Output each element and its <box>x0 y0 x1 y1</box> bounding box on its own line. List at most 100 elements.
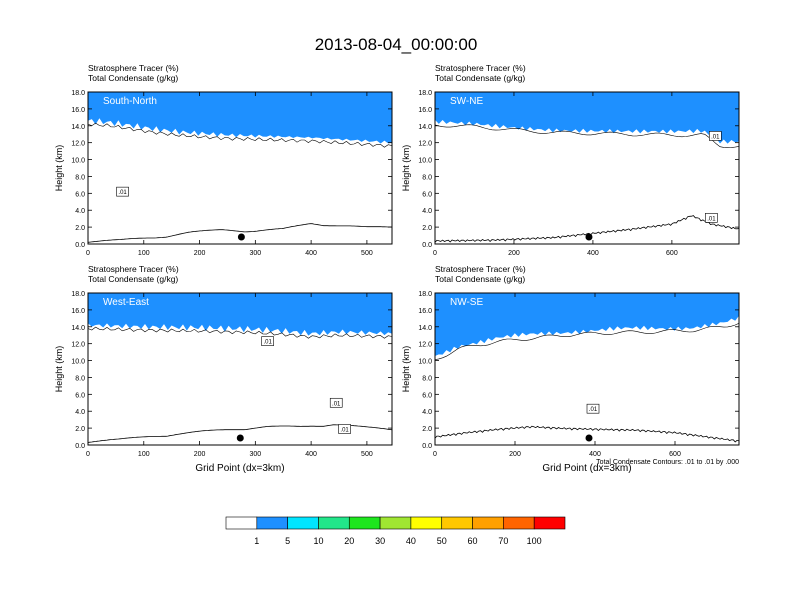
y-tick-label: 10.0 <box>418 359 432 366</box>
y-tick-label: 14.0 <box>418 325 432 332</box>
x-tick-label: 100 <box>138 451 150 458</box>
colorbar-swatch <box>318 516 350 530</box>
x-tick-label: 600 <box>669 451 681 458</box>
colorbar-label: 5 <box>285 536 290 546</box>
y-tick-label: 4.0 <box>422 409 432 416</box>
plot-frame <box>87 292 393 446</box>
x-axis-label: Grid Point (dx=3km) <box>195 463 284 474</box>
y-tick-label: 14.0 <box>418 124 432 131</box>
subtitle-tracer: Stratosphere Tracer (%) <box>88 264 179 274</box>
x-tick-label: 400 <box>589 451 601 458</box>
colorbar-label: 70 <box>498 536 508 546</box>
plot-area <box>435 92 739 244</box>
colorbar-swatch <box>410 516 443 530</box>
x-axis-label: Grid Point (dx=3km) <box>542 463 631 474</box>
colorbar-label: 40 <box>406 536 416 546</box>
y-tick-label: 18.0 <box>71 291 85 298</box>
y-axis-label: Height (km) <box>54 346 64 393</box>
contour-label: .01 <box>340 427 349 433</box>
contour-label: .01 <box>707 216 716 222</box>
location-marker <box>236 434 244 442</box>
y-tick-label: 8.0 <box>75 375 85 382</box>
location-marker <box>585 434 593 442</box>
plot-area <box>435 293 739 445</box>
colorbar-label: 1 <box>254 536 259 546</box>
subtitle-tracer: Stratosphere Tracer (%) <box>435 63 526 73</box>
colorbar-swatch <box>533 516 566 530</box>
y-tick-label: 0.0 <box>75 242 85 249</box>
contour-label-box <box>705 213 718 223</box>
figure-title: 2013-08-04_00:00:00 <box>315 35 478 54</box>
y-tick-label: 0.0 <box>422 443 432 450</box>
contour-label: .01 <box>118 190 127 196</box>
y-tick-label: 4.0 <box>75 409 85 416</box>
y-tick-label: 16.0 <box>71 107 85 114</box>
panel-sw-ne: .01 .01 SW-NE Stratosphere Tracer (%)Total … <box>401 63 740 257</box>
subtitle-tracer: Stratosphere Tracer (%) <box>435 264 526 274</box>
y-tick-label: 8.0 <box>75 174 85 181</box>
plot-frame <box>87 91 393 245</box>
colorbar-label: 100 <box>527 536 542 546</box>
y-tick-label: 8.0 <box>422 174 432 181</box>
plot-area <box>88 293 392 445</box>
subtitle-condensate: Total Condensate (g/kg) <box>435 274 525 284</box>
y-tick-label: 10.0 <box>71 158 85 165</box>
x-tick-label: 600 <box>666 250 678 257</box>
tracer-contour <box>88 122 392 148</box>
panel-label: South-North <box>103 96 157 107</box>
location-marker <box>237 233 245 241</box>
y-tick-label: 18.0 <box>418 90 432 97</box>
y-axis-label: Height (km) <box>401 346 411 393</box>
x-tick-label: 0 <box>433 451 437 458</box>
subtitle-condensate: Total Condensate (g/kg) <box>88 73 178 83</box>
contour-label: .01 <box>589 407 598 413</box>
y-tick-label: 12.0 <box>418 141 432 148</box>
colorbar-label: 30 <box>375 536 385 546</box>
colorbar-label: 20 <box>344 536 354 546</box>
contour-label: .01 <box>332 401 341 407</box>
colorbar-swatch <box>503 516 535 530</box>
tracer-band-1 <box>88 92 392 144</box>
y-tick-label: 4.0 <box>422 208 432 215</box>
x-tick-label: 200 <box>508 250 520 257</box>
panel-label: SW-NE <box>450 96 483 107</box>
colorbar-swatch <box>441 516 473 530</box>
contour-label: .01 <box>263 340 272 346</box>
x-tick-label: 200 <box>194 250 206 257</box>
y-tick-label: 2.0 <box>75 426 85 433</box>
y-tick-label: 2.0 <box>422 225 432 232</box>
x-tick-label: 0 <box>433 250 437 257</box>
x-tick-label: 500 <box>361 451 373 458</box>
colorbar-label: 60 <box>468 536 478 546</box>
colorbar-swatch <box>348 516 381 530</box>
y-tick-label: 6.0 <box>75 191 85 198</box>
contour-label-box <box>329 397 343 408</box>
y-tick-label: 12.0 <box>71 342 85 349</box>
y-tick-label: 6.0 <box>422 392 432 399</box>
y-tick-label: 4.0 <box>75 208 85 215</box>
y-tick-label: 16.0 <box>418 107 432 114</box>
y-axis-label: Height (km) <box>401 145 411 192</box>
colorbar-label: 10 <box>313 536 323 546</box>
tracer-band-1 <box>88 293 392 336</box>
tracer-contour <box>435 323 739 360</box>
contour-note: Total Condensate Contours: .01 to .01 by… <box>596 459 739 466</box>
plot-frame <box>434 292 740 446</box>
plot-area <box>88 92 392 244</box>
x-tick-label: 0 <box>86 250 90 257</box>
colorbar-swatch <box>225 516 258 530</box>
contour-label: .01 <box>711 134 720 140</box>
y-tick-label: 14.0 <box>71 325 85 332</box>
y-tick-label: 12.0 <box>71 141 85 148</box>
tracer-band-1 <box>435 92 739 144</box>
y-tick-label: 2.0 <box>422 426 432 433</box>
panel-label: NW-SE <box>450 297 483 308</box>
y-tick-label: 6.0 <box>422 191 432 198</box>
x-tick-label: 200 <box>194 451 206 458</box>
x-tick-label: 500 <box>361 250 373 257</box>
y-tick-label: 2.0 <box>75 225 85 232</box>
x-tick-label: 300 <box>249 451 261 458</box>
contour-label-box <box>709 131 722 141</box>
plot-frame <box>434 91 740 245</box>
